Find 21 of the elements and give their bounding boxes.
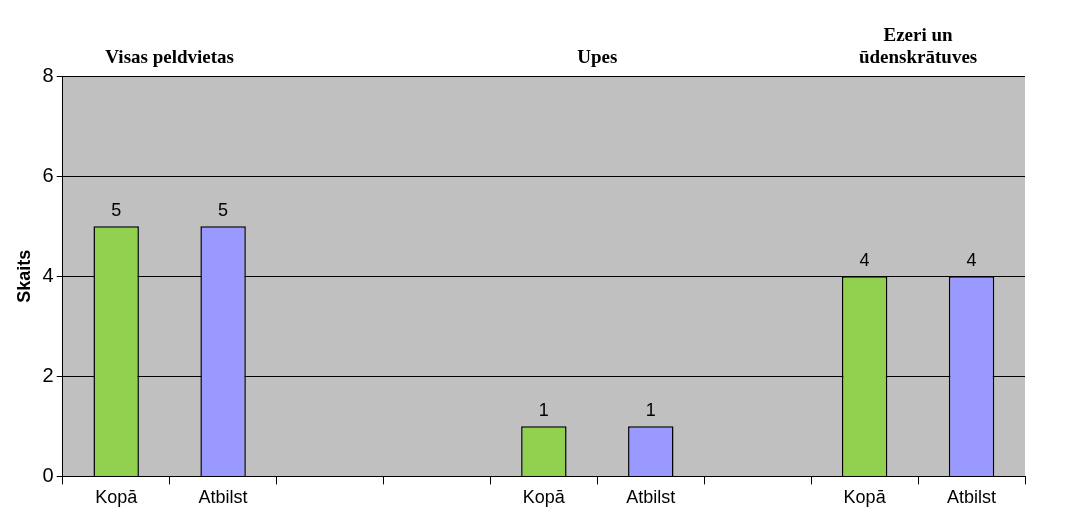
y-tick-label: 2 [42, 363, 54, 386]
y-tick-label: 0 [42, 463, 54, 486]
y-tick-label: 4 [42, 263, 54, 286]
x-tick-label: Kopā [843, 487, 887, 508]
data-label: 5 [111, 200, 122, 221]
data-label: 1 [538, 400, 549, 421]
x-tick-label: Kopā [95, 487, 139, 508]
text: Ezeri un ūdenskrātuves [858, 24, 978, 68]
y-tick-label: 8 [42, 63, 54, 86]
data-label: 1 [645, 400, 656, 421]
x-tick-label: Kopā [522, 487, 566, 508]
y-axis-title: Skaits [13, 249, 34, 303]
text: Visas peldvietas [105, 46, 234, 68]
x-tick-label: Atbilst [947, 487, 997, 508]
data-label: 5 [218, 200, 229, 221]
data-label: 4 [859, 250, 870, 271]
x-tick-label: Atbilst [198, 487, 248, 508]
data-label: 4 [966, 250, 977, 271]
text: Upes [577, 46, 618, 68]
y-tick-label: 6 [42, 163, 54, 186]
x-tick-label: Atbilst [626, 487, 676, 508]
